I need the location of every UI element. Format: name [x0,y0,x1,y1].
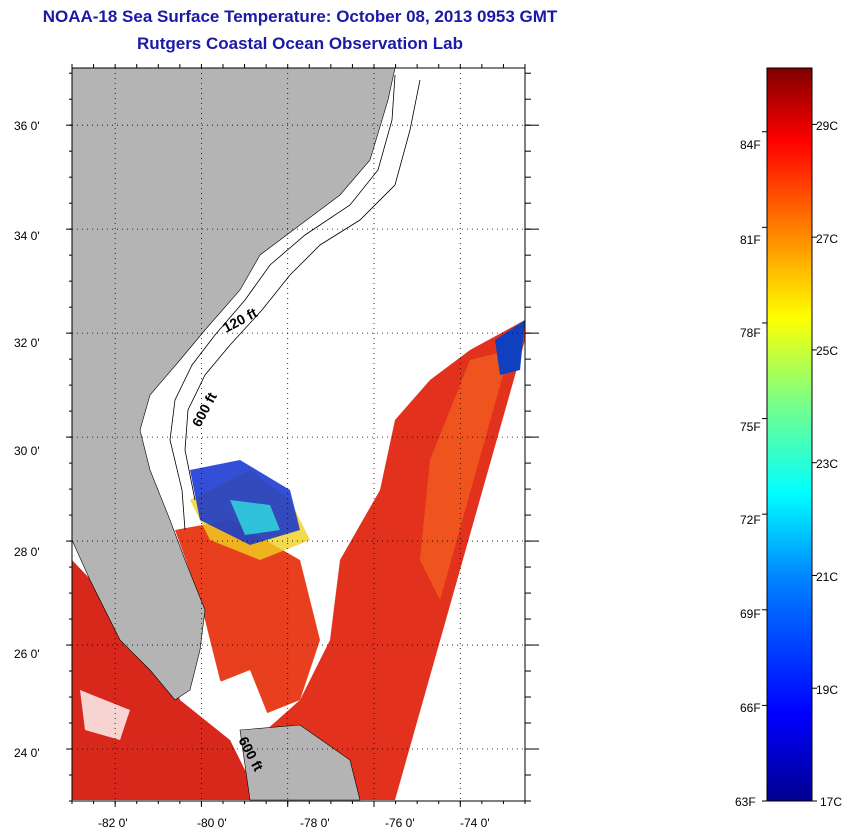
colorbar-label-f: 78F [740,326,761,340]
colorbar-label-f: 72F [740,513,761,527]
colorbar-label-c: 25C [816,344,838,358]
map-panel[interactable] [72,68,525,801]
y-tick-label: 34 0' [14,229,40,243]
y-tick-label: 36 0' [14,119,40,133]
colorbar-label-f: 81F [740,233,761,247]
sst-cool-cyan [230,500,280,535]
x-tick-label: -82 0' [98,816,128,830]
graticule [72,68,525,801]
colorbar-label-c: 19C [816,683,838,697]
longitude-axis: -82 0' -80 0' -78 0' -76 0' -74 0' [98,816,490,830]
land-cuba [239,724,361,801]
colorbar-fahrenheit-labels: 84F 81F 78F 75F 72F 69F 66F 63F [735,138,761,809]
y-tick-label: 24 0' [14,746,40,760]
land-us-east-coast [72,68,396,701]
x-tick-label: -80 0' [197,816,227,830]
cloud-gap [200,670,270,740]
colorbar-label-f: 69F [740,607,761,621]
axis-ticks [66,64,539,807]
y-tick-label: 26 0' [14,647,40,661]
y-tick-label: 30 0' [14,444,40,458]
colorbar-celsius-labels: 29C 27C 25C 23C 21C 19C 17C [816,119,842,809]
colorbar-label-f: 84F [740,138,761,152]
map-subtitle: Rutgers Coastal Ocean Observation Lab [137,34,463,53]
x-tick-label: -74 0' [460,816,490,830]
colorbar-ticks [762,123,817,802]
sst-swath-orange [420,350,510,600]
colorbar-label-c: 17C [820,795,842,809]
map-title: NOAA-18 Sea Surface Temperature: October… [42,7,558,26]
colorbar-label-f: 66F [740,701,761,715]
colorbar-label-c: 29C [816,119,838,133]
contour-600ft [184,79,421,501]
colorbar-label-f: 63F [735,795,756,809]
x-tick-label: -78 0' [300,816,330,830]
sst-straits-warm [175,520,320,720]
colorbar-label-c: 27C [816,232,838,246]
cloud-gap [80,690,130,740]
y-tick-label: 32 0' [14,336,40,350]
y-tick-label: 28 0' [14,545,40,559]
colorbar-label-c: 21C [816,570,838,584]
colorbar-label-c: 23C [816,457,838,471]
latitude-axis: 36 0' 34 0' 32 0' 30 0' 28 0' 26 0' 24 0… [14,119,40,760]
x-tick-label: -76 0' [385,816,415,830]
colorbar-label-f: 75F [740,420,761,434]
contour-120ft [169,74,396,531]
sst-north-blue [495,320,525,375]
map-frame [71,67,526,802]
colorbar [766,67,813,802]
